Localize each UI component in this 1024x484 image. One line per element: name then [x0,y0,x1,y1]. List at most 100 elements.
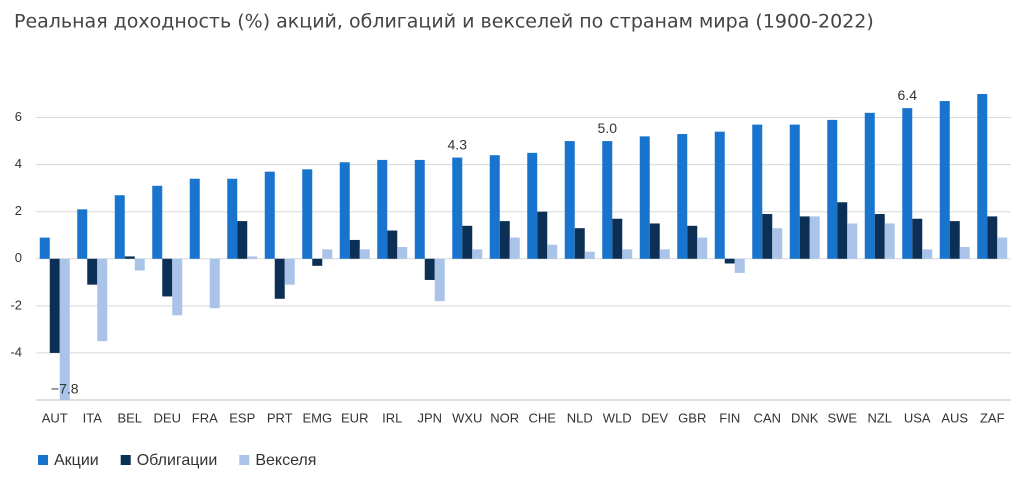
bar [902,108,913,259]
bar [387,230,398,259]
bar [837,202,848,259]
bar [987,216,998,259]
bar [114,195,125,259]
x-tick-label: CHE [529,410,557,425]
bar [264,171,275,259]
bar [922,249,933,259]
bar [172,258,183,316]
bar [564,141,575,259]
bar [49,258,60,353]
bar [247,256,258,259]
bar [359,249,370,259]
x-tick-label: DEU [154,410,181,425]
x-tick-label: NOR [490,410,519,425]
bar [302,169,313,259]
x-tick-label: ZAF [980,410,1005,425]
x-tick-label: AUT [42,410,68,425]
bar [97,258,108,342]
legend-swatch [38,455,48,465]
bar [959,247,970,259]
bar [312,258,323,266]
bar [452,157,463,259]
bar [584,251,595,259]
bar [714,131,725,259]
bar [489,155,500,259]
bar [59,258,70,400]
bar [602,141,613,259]
y-tick-label: -2 [10,297,22,312]
bar [527,152,538,259]
bar [677,134,688,259]
bar [752,124,763,259]
chart-title: Реальная доходность (%) акций, облигаций… [14,11,874,33]
legend-swatch [239,455,250,465]
y-tick-label: 4 [15,156,22,171]
bar [162,258,173,297]
bar [827,119,838,259]
legend-label: Акции [54,452,99,469]
bar [152,185,163,259]
bar [274,258,285,299]
bar [809,216,820,259]
x-tick-label: DNK [791,410,819,425]
data-label: 5.0 [598,120,618,136]
x-tick-label: WLD [603,410,632,425]
x-tick-label: BEL [117,410,142,425]
bar [424,258,435,280]
bar [397,247,408,259]
x-tick-label: WXU [452,410,482,425]
bar [939,101,950,259]
bar [339,162,350,259]
bar [472,249,483,259]
y-tick-label: 6 [15,109,22,124]
bar [949,221,960,259]
data-label: 4.3 [448,136,468,152]
x-tick-label: SWE [827,410,857,425]
bar [884,223,895,259]
x-tick-label: PRT [267,410,293,425]
bar [124,256,135,259]
bar [499,221,510,259]
bar [322,249,333,259]
bar [734,258,745,273]
bar [912,218,923,259]
bar [284,258,295,285]
bar [237,221,248,259]
x-tick-label: ITA [83,410,103,425]
bar [209,258,220,309]
bar [977,94,988,259]
bar [537,211,548,259]
bar [77,209,88,259]
bar [639,136,650,259]
x-tick-label: NLD [567,410,593,425]
y-tick-label: 0 [15,250,22,265]
bar [134,258,145,271]
y-tick-label: -4 [10,344,22,359]
bar [87,258,98,285]
bar [434,258,445,302]
bar [649,223,660,259]
bar [189,178,200,259]
bar [547,244,558,259]
bar [997,237,1008,259]
x-tick-label: EUR [341,410,368,425]
x-tick-label: FIN [719,410,740,425]
x-tick-label: IRL [382,410,402,425]
bar [622,249,633,259]
bar [687,225,698,259]
bar [762,214,773,259]
y-tick-label: 2 [15,203,22,218]
data-label: 6.4 [898,87,918,103]
bar [39,237,50,259]
bar [612,218,623,259]
x-tick-label: EMG [302,410,332,425]
data-label: −7.8 [51,381,79,397]
bar [874,214,885,259]
x-tick-label: FRA [192,410,218,425]
x-tick-label: JPN [417,410,442,425]
bar [227,178,238,259]
bar [772,228,783,259]
bar [847,223,858,259]
legend-swatch [120,455,131,465]
